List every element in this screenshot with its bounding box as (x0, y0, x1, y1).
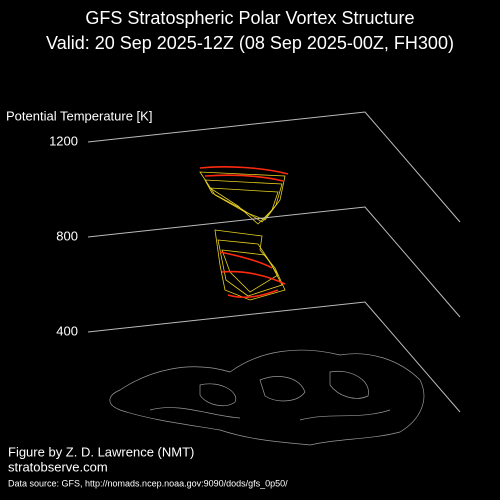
vortex-isosurface (199, 166, 289, 301)
chart-subtitle: Valid: 20 Sep 2025-12Z (08 Sep 2025-00Z,… (46, 33, 454, 53)
credit: Figure by Z. D. Lawrence (NMT) (8, 444, 194, 459)
data-source: Data source: GFS, http://nomads.ncep.noa… (8, 478, 288, 488)
website: stratobserve.com (8, 459, 108, 474)
y-tick-label: 400 (56, 323, 78, 338)
axis-label: Potential Temperature [K] (6, 108, 152, 123)
y-tick-label: 1200 (49, 133, 78, 148)
level-plane (87, 301, 461, 413)
y-tick-label: 800 (56, 228, 78, 243)
level-plane (87, 206, 461, 318)
coastlines (109, 349, 425, 446)
chart-title: GFS Stratospheric Polar Vortex Structure (85, 8, 414, 28)
level-plane (87, 111, 461, 223)
